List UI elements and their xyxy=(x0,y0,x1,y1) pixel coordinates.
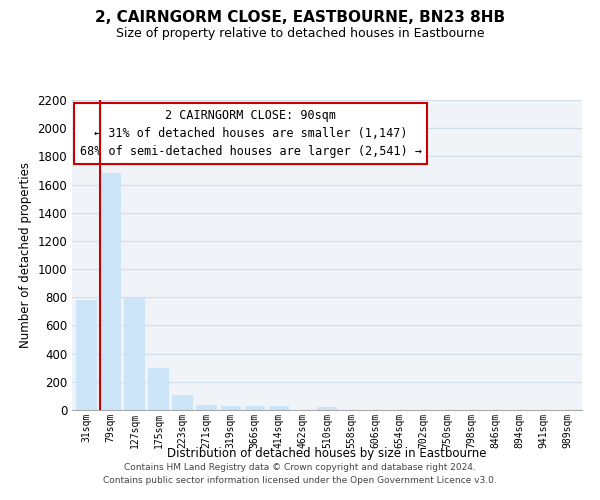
Bar xyxy=(269,406,289,410)
Text: Size of property relative to detached houses in Eastbourne: Size of property relative to detached ho… xyxy=(116,28,484,40)
Text: Contains HM Land Registry data © Crown copyright and database right 2024.
Contai: Contains HM Land Registry data © Crown c… xyxy=(103,463,497,485)
Bar xyxy=(124,298,145,410)
Y-axis label: Number of detached properties: Number of detached properties xyxy=(19,162,32,348)
Text: 2 CAIRNGORM CLOSE: 90sqm
← 31% of detached houses are smaller (1,147)
68% of sem: 2 CAIRNGORM CLOSE: 90sqm ← 31% of detach… xyxy=(79,110,421,158)
Bar xyxy=(196,405,217,410)
Text: 2, CAIRNGORM CLOSE, EASTBOURNE, BN23 8HB: 2, CAIRNGORM CLOSE, EASTBOURNE, BN23 8HB xyxy=(95,10,505,25)
Bar xyxy=(172,394,193,410)
Text: Distribution of detached houses by size in Eastbourne: Distribution of detached houses by size … xyxy=(167,448,487,460)
Bar xyxy=(148,368,169,410)
Bar xyxy=(76,300,97,410)
Bar xyxy=(221,406,241,410)
Bar xyxy=(245,406,265,410)
Bar xyxy=(100,174,121,410)
Bar xyxy=(317,407,337,410)
